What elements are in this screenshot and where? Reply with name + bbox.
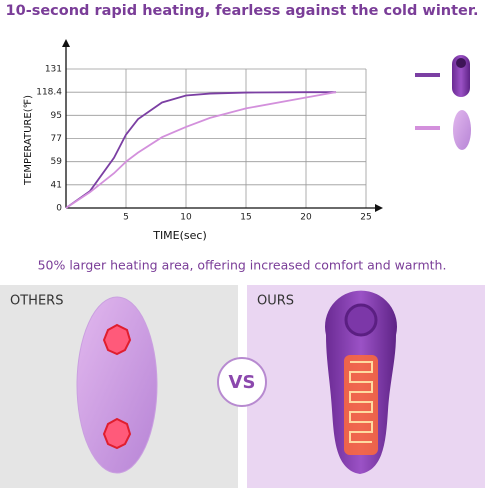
product-button: [344, 303, 378, 337]
heating-area: [344, 355, 378, 455]
legend-icon: [453, 110, 471, 150]
x-tick-label: 20: [300, 213, 312, 223]
others-label: OTHERS: [10, 294, 63, 309]
vs-label: VS: [229, 372, 256, 393]
legend: [415, 73, 440, 130]
y-tick-label: 59: [51, 157, 63, 167]
y-tick-label: 131: [45, 65, 62, 75]
data-line: [65, 91, 337, 209]
x-tick-label: 25: [360, 213, 371, 223]
axis-arrow: [62, 39, 383, 212]
y-axis-label: TEMPERATURE(℉): [23, 95, 34, 186]
x-tick-label: 5: [123, 213, 129, 223]
vs-badge: [217, 357, 267, 407]
heating-coil: [349, 361, 373, 443]
y-tick-label: 118.4: [36, 88, 62, 98]
legend-icon: [452, 55, 470, 97]
y-tick-label: 0: [56, 204, 62, 214]
heat-spot: [102, 417, 132, 450]
y-tick-label: 95: [51, 111, 62, 121]
x-tick-label: 10: [180, 213, 192, 223]
y-tick-label: 41: [51, 180, 62, 190]
x-tick-label: 15: [240, 213, 251, 223]
axes: [65, 44, 378, 209]
chart: 0 41 59 77 95 118.4 131 5 10 15 20 25: [36, 39, 383, 223]
x-axis-label: TIME(sec): [152, 229, 207, 242]
ours-label: OURS: [257, 294, 294, 309]
others-product: [76, 296, 158, 474]
legend-icon-detail: [456, 58, 466, 68]
y-tick-label: 77: [51, 134, 62, 144]
heat-spot: [102, 323, 132, 356]
data-line: [65, 91, 336, 209]
chart-title: 10-second rapid heating, fearless agains…: [6, 3, 479, 19]
subtitle: 50% larger heating area, offering increa…: [38, 258, 447, 273]
